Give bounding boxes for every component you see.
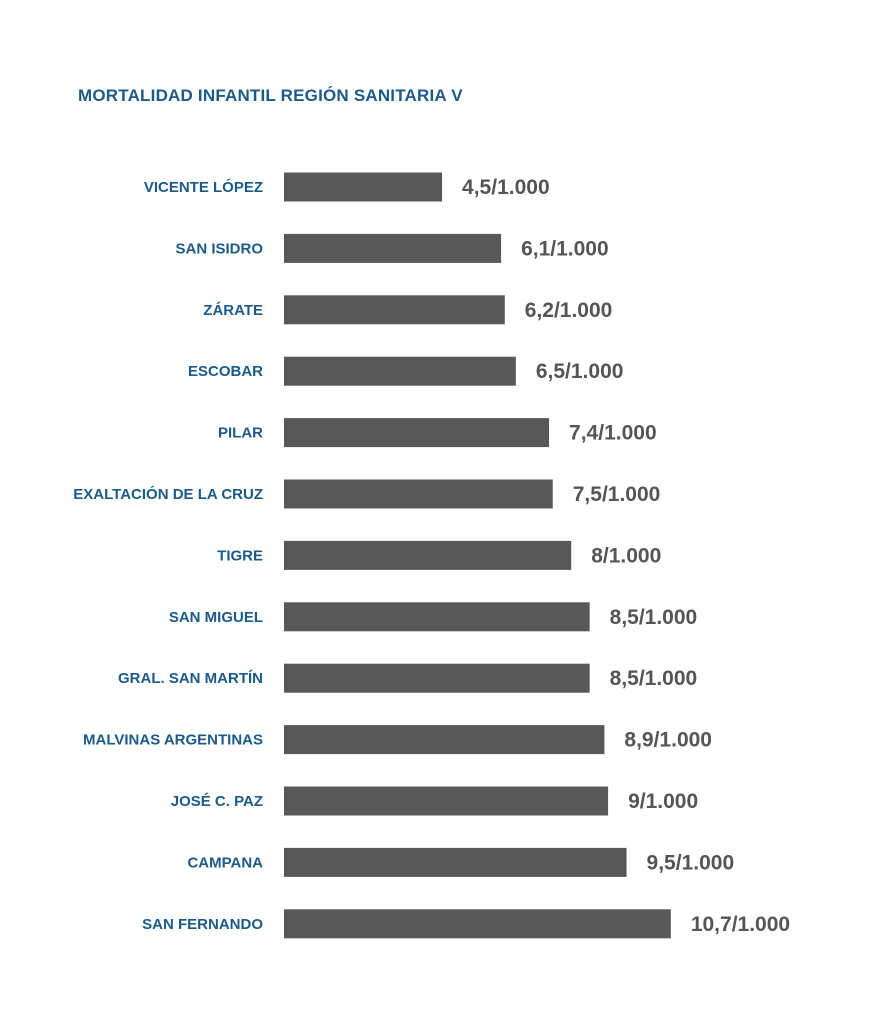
bar (284, 233, 502, 263)
bar (284, 295, 505, 325)
bar (284, 479, 553, 509)
category-label: MALVINAS ARGENTINAS (83, 732, 263, 749)
value-label: 7,5/1.000 (573, 483, 661, 506)
value-label: 9,5/1.000 (647, 851, 735, 874)
value-label: 9/1.000 (628, 790, 698, 813)
value-label: 7,4/1.000 (569, 422, 657, 445)
category-label: JOSÉ C. PAZ (171, 793, 263, 810)
value-label: 4,5/1.000 (462, 176, 550, 199)
bar (284, 909, 671, 939)
value-label: 6,1/1.000 (521, 237, 609, 260)
bar (284, 602, 590, 632)
bar (284, 663, 590, 693)
category-label: GRAL. SAN MARTÍN (118, 670, 263, 687)
value-label: 8,5/1.000 (610, 606, 698, 629)
category-label: ZÁRATE (203, 302, 263, 319)
category-label: SAN FERNANDO (142, 916, 263, 933)
bar (284, 356, 516, 386)
chart-title: MORTALIDAD INFANTIL REGIÓN SANITARIA V (78, 86, 463, 105)
category-label: VICENTE LÓPEZ (144, 178, 263, 196)
category-label: CAMPANA (187, 854, 263, 871)
value-label: 6,2/1.000 (525, 299, 613, 322)
bar (284, 418, 550, 448)
category-label: SAN ISIDRO (175, 240, 263, 257)
bar (284, 540, 572, 570)
category-label: ESCOBAR (188, 363, 263, 380)
value-label: 8,9/1.000 (624, 729, 712, 752)
bar (284, 786, 609, 816)
value-label: 8,5/1.000 (610, 667, 698, 690)
value-label: 8/1.000 (591, 544, 661, 567)
bar (284, 725, 605, 755)
category-label: PILAR (218, 425, 263, 442)
value-label: 10,7/1.000 (691, 913, 790, 936)
category-label: EXALTACIÓN DE LA CRUZ (73, 485, 263, 503)
value-label: 6,5/1.000 (536, 360, 624, 383)
bar (284, 847, 627, 877)
category-label: SAN MIGUEL (169, 609, 263, 626)
bar (284, 172, 443, 202)
category-label: TIGRE (217, 547, 263, 564)
